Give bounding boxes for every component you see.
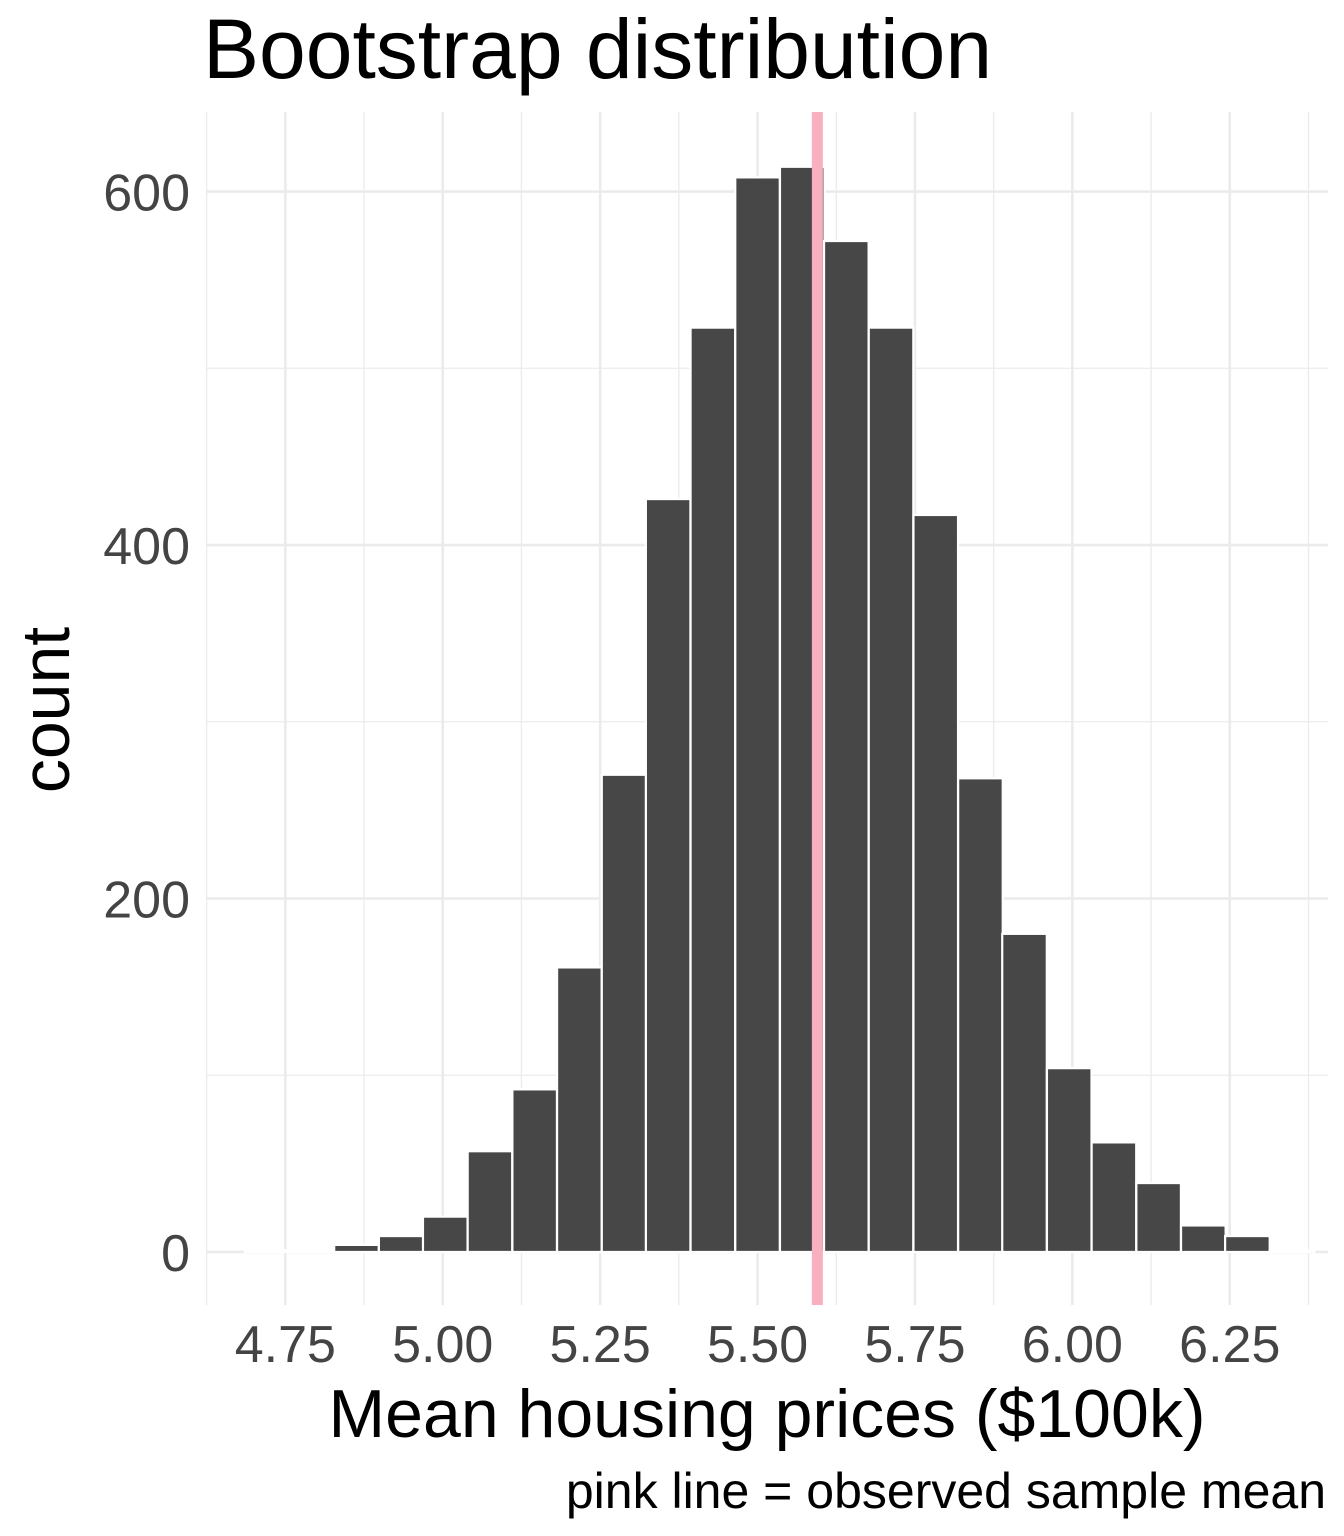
x-tick-label: 4.75 — [235, 1316, 336, 1374]
histogram-bar — [1224, 1234, 1271, 1254]
histogram-bar — [555, 966, 603, 1254]
histogram-bar — [822, 239, 870, 1254]
histogram-bar — [644, 497, 692, 1254]
y-axis-title: count — [8, 627, 84, 793]
histogram-bar — [288, 1249, 336, 1254]
histogram-bar — [1001, 932, 1048, 1254]
histogram-bar — [957, 777, 1004, 1254]
histogram-bar — [867, 326, 915, 1254]
y-tick-label: 400 — [103, 518, 190, 576]
histogram-bar — [600, 773, 648, 1254]
x-tick-label: 5.75 — [864, 1316, 965, 1374]
chart-caption: pink line = observed sample mean — [566, 1463, 1326, 1519]
histogram-bar — [1268, 1249, 1316, 1254]
x-tick-labels: 4.75 5.00 5.25 5.50 5.75 6.00 6.25 — [235, 1316, 1281, 1374]
x-tick-label: 6.00 — [1022, 1316, 1123, 1374]
histogram-bar — [421, 1215, 469, 1254]
x-axis-title: Mean housing prices ($100k) — [329, 1376, 1206, 1452]
y-tick-label: 0 — [161, 1225, 190, 1283]
histogram-bar — [243, 1249, 291, 1254]
y-tick-labels: 0 200 400 600 — [103, 165, 190, 1283]
y-tick-label: 600 — [103, 165, 190, 223]
x-tick-label: 5.25 — [550, 1316, 651, 1374]
histogram-bar — [1045, 1067, 1093, 1254]
histogram-bar — [689, 326, 737, 1254]
y-tick-label: 200 — [103, 871, 190, 929]
chart-title: Bootstrap distribution — [203, 2, 992, 96]
histogram-bar — [1179, 1224, 1227, 1254]
x-tick-label: 5.00 — [392, 1316, 493, 1374]
histogram-bar — [1135, 1181, 1183, 1254]
histogram-bar — [912, 513, 960, 1254]
x-tick-label: 6.25 — [1179, 1316, 1280, 1374]
histogram-bar — [1090, 1141, 1138, 1254]
histogram-bar — [377, 1234, 425, 1254]
bars — [243, 165, 1316, 1254]
histogram-bar — [511, 1088, 559, 1254]
x-tick-label: 5.50 — [707, 1316, 808, 1374]
histogram-bar — [734, 176, 781, 1254]
histogram-bar — [466, 1150, 514, 1254]
histogram-bar — [333, 1243, 380, 1254]
